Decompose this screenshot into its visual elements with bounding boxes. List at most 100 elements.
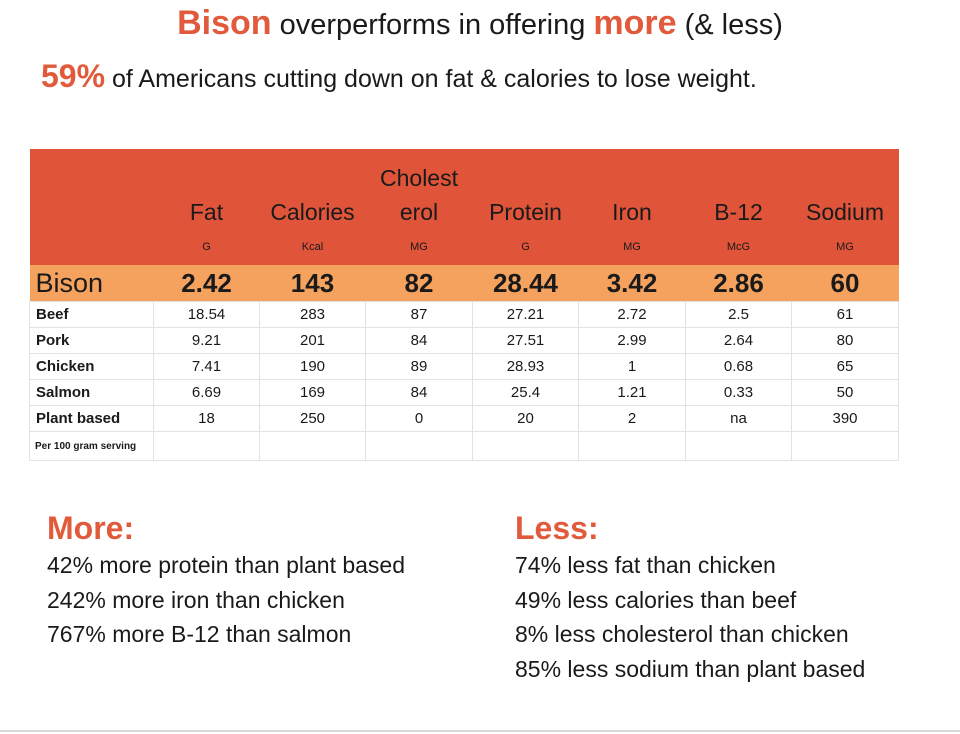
header-row: Fat Calories Cholest erol Protein Iron B-…	[29, 149, 899, 229]
table-cell: 87	[365, 301, 473, 328]
table-cell: 65	[791, 353, 899, 380]
column-header-cholesterol-line1: Cholest	[380, 165, 458, 191]
table-cell: na	[685, 405, 792, 432]
table-cell: 80	[791, 327, 899, 354]
more-item: 767% more B-12 than salmon	[47, 621, 352, 647]
unit-blank	[29, 229, 154, 265]
empty-cell	[365, 431, 473, 461]
table-cell: 250	[259, 405, 366, 432]
table-cell: 143	[259, 265, 366, 302]
headline: Bison overperforms in offering more (& l…	[0, 4, 960, 43]
unit-fat: G	[153, 229, 260, 265]
more-item: 242% more iron than chicken	[47, 586, 345, 613]
table-cell: 28.44	[472, 265, 579, 302]
row-label: Beef	[29, 301, 154, 328]
less-section: Less: 74% less fat than chicken 49% less…	[515, 508, 865, 686]
more-title: More:	[47, 510, 135, 546]
table-cell: 7.41	[153, 353, 260, 380]
serving-note: Per 100 gram serving	[29, 431, 154, 461]
table-cell: 2.72	[578, 301, 686, 328]
row-label: Pork	[29, 327, 154, 354]
table-row: Plant based 18 250 0 20 2 na 390	[29, 405, 899, 432]
unit-protein: G	[472, 229, 579, 265]
table-cell: 2.99	[578, 327, 686, 354]
empty-cell	[472, 431, 579, 461]
unit-row: G Kcal MG G MG McG MG	[29, 229, 899, 265]
table-cell: 82	[365, 265, 473, 302]
table-cell: 89	[365, 353, 473, 380]
subline-percent: 59%	[41, 58, 106, 94]
less-item: 8% less cholesterol than chicken	[515, 621, 849, 647]
unit-iron: MG	[578, 229, 686, 265]
table-cell: 2.42	[153, 265, 260, 302]
column-header-iron: Iron	[578, 149, 686, 229]
headline-more: more	[593, 4, 677, 42]
unit-sodium: MG	[791, 229, 899, 265]
table-cell: 201	[259, 327, 366, 354]
table-cell: 2.64	[685, 327, 792, 354]
table-row: Beef 18.54 283 87 27.21 2.72 2.5 61	[29, 301, 899, 328]
table-cell: 0	[365, 405, 473, 432]
table-cell: 18	[153, 405, 260, 432]
table-cell: 20	[472, 405, 579, 432]
table-cell: 60	[791, 265, 899, 302]
subline: 59% of Americans cutting down on fat & c…	[41, 58, 757, 95]
table-cell: 61	[791, 301, 899, 328]
table-cell: 50	[791, 379, 899, 406]
table-cell: 2.5	[685, 301, 792, 328]
empty-cell	[153, 431, 260, 461]
table-cell: 6.69	[153, 379, 260, 406]
headline-mid: overperforms in offering	[271, 9, 594, 41]
column-header-calories: Calories	[259, 149, 366, 229]
less-title: Less:	[515, 510, 599, 546]
table-cell: 27.21	[472, 301, 579, 328]
note-row: Per 100 gram serving	[29, 431, 899, 461]
nutrition-table: Fat Calories Cholest erol Protein Iron B-…	[29, 149, 899, 461]
column-header-cholesterol-line2: erol	[399, 199, 439, 225]
headline-end: (& less)	[676, 9, 783, 41]
less-item: 85% less sodium than plant based	[515, 655, 866, 682]
row-label: Plant based	[29, 405, 154, 432]
bison-row: Bison 2.42 143 82 28.44 3.42 2.86 60	[29, 265, 899, 302]
row-label: Salmon	[29, 379, 154, 406]
table-cell: 190	[259, 353, 366, 380]
headline-bison: Bison	[177, 4, 272, 42]
bottom-divider	[0, 730, 960, 732]
less-item: 74% less fat than chicken	[515, 552, 776, 578]
table-cell: 9.21	[153, 327, 260, 354]
table-row: Pork 9.21 201 84 27.51 2.99 2.64 80	[29, 327, 899, 354]
less-item: 49% less calories than beef	[515, 586, 797, 613]
unit-b12: McG	[685, 229, 792, 265]
header-blank	[29, 149, 154, 229]
table-cell: 28.93	[472, 353, 579, 380]
column-header-sodium: Sodium	[791, 149, 899, 229]
table-cell: 283	[259, 301, 366, 328]
table-cell: 0.68	[685, 353, 792, 380]
unit-cholesterol: MG	[365, 229, 473, 265]
table-cell: 27.51	[472, 327, 579, 354]
table-cell: 3.42	[578, 265, 686, 302]
more-item: 42% more protein than plant based	[47, 552, 406, 578]
column-header-protein: Protein	[472, 149, 579, 229]
unit-calories: Kcal	[259, 229, 366, 265]
table-cell: 0.33	[685, 379, 792, 406]
table-cell: 18.54	[153, 301, 260, 328]
more-section: More: 42% more protein than plant based …	[47, 508, 405, 652]
row-label: Bison	[29, 265, 154, 302]
table-cell: 169	[259, 379, 366, 406]
table-cell: 84	[365, 379, 473, 406]
column-header-b12: B-12	[685, 149, 792, 229]
table-row: Chicken 7.41 190 89 28.93 1 0.68 65	[29, 353, 899, 380]
empty-cell	[578, 431, 686, 461]
table-cell: 1.21	[578, 379, 686, 406]
table-row: Salmon 6.69 169 84 25.4 1.21 0.33 50	[29, 379, 899, 406]
table-cell: 25.4	[472, 379, 579, 406]
column-header-cholesterol: Cholest erol	[365, 149, 473, 229]
empty-cell	[791, 431, 899, 461]
table-cell: 2.86	[685, 265, 792, 302]
row-label: Chicken	[29, 353, 154, 380]
table-cell: 390	[791, 405, 899, 432]
table-cell: 84	[365, 327, 473, 354]
empty-cell	[685, 431, 792, 461]
table-cell: 2	[578, 405, 686, 432]
